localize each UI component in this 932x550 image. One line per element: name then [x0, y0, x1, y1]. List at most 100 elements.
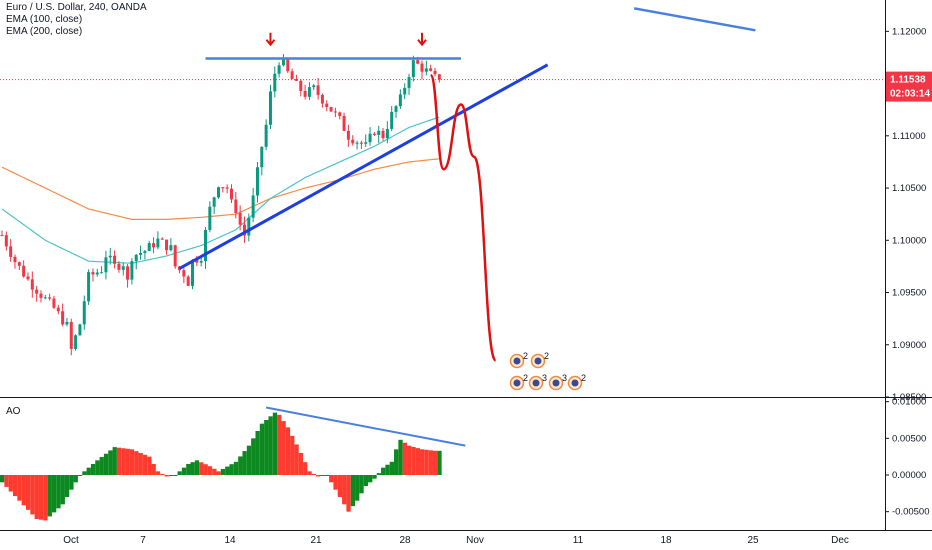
ao-bar	[337, 475, 343, 497]
ao-bar	[437, 450, 442, 475]
candle-body	[134, 254, 138, 262]
ao-bar	[251, 438, 256, 475]
event-marker[interactable]: 2	[567, 373, 587, 391]
candle-body	[242, 224, 246, 236]
candle-body	[48, 297, 52, 299]
candle-body	[30, 279, 34, 290]
candle-body	[238, 212, 242, 225]
ao-bar	[12, 475, 18, 497]
candle-body	[61, 311, 65, 325]
support-trend-line[interactable]	[178, 63, 549, 270]
ao-bar	[307, 471, 312, 475]
ao-bar	[246, 445, 252, 475]
ao-bar	[376, 473, 382, 475]
ao-bar	[407, 445, 412, 475]
candle-body	[364, 142, 368, 144]
ao-bar	[220, 468, 226, 475]
ao-bar	[99, 457, 104, 475]
candle-body	[26, 276, 30, 280]
ao-divergence-line[interactable]	[265, 406, 466, 447]
event-marker[interactable]: 2	[509, 373, 529, 391]
candle-body	[113, 255, 117, 264]
legend-ao[interactable]: AO	[6, 406, 21, 417]
grid	[0, 0, 932, 531]
axes: 1.120001.115001.110001.105001.100001.095…	[63, 26, 932, 546]
event-marker[interactable]: 3	[548, 373, 568, 391]
ao-y-tick-label: -0.00500	[892, 507, 930, 518]
candles	[0, 54, 885, 356]
ao-bar	[355, 475, 360, 501]
candle-body	[173, 245, 177, 267]
y-tick-label: 1.09000	[892, 340, 926, 351]
ao-bar	[359, 475, 364, 494]
y-tick-label: 1.11000	[892, 131, 926, 142]
candle-body	[359, 142, 363, 144]
candle-body	[104, 257, 108, 273]
ao-bar	[277, 414, 282, 475]
candle-body	[333, 111, 337, 113]
ao-bar	[0, 475, 5, 483]
ao-bar	[73, 475, 78, 483]
candle-body	[169, 245, 173, 251]
ao-bar	[272, 412, 278, 475]
ao-bar	[142, 454, 148, 475]
ao-bar	[316, 475, 321, 477]
candle-body	[117, 263, 121, 270]
ao-bar	[216, 471, 221, 475]
legend-symbol[interactable]: Euro / U.S. Dollar, 240, OANDA	[6, 2, 147, 13]
candle-body	[372, 133, 376, 135]
x-tick-label: 28	[399, 535, 411, 546]
event-count: 3	[562, 373, 567, 383]
candle-body	[87, 272, 91, 302]
economic-events[interactable]: 2 2 2 3 3 2	[509, 351, 587, 391]
ema100-curve	[1, 116, 440, 264]
candle-body	[281, 59, 285, 66]
ao-bar	[281, 421, 286, 475]
event-marker[interactable]: 2	[530, 351, 550, 369]
trend-line-top-right[interactable]	[633, 7, 756, 32]
x-tick-label: 14	[224, 535, 236, 546]
ao-bar	[90, 464, 96, 475]
event-count: 2	[523, 351, 528, 361]
event-marker[interactable]: 2	[509, 351, 529, 369]
ao-bar	[77, 475, 83, 476]
candle-body	[325, 103, 329, 108]
legend: Euro / U.S. Dollar, 240, OANDA EMA (100,…	[6, 2, 147, 38]
ao-bar	[346, 475, 351, 512]
event-marker[interactable]: 3	[528, 373, 548, 391]
flag-icon-center	[513, 379, 521, 387]
ao-bar	[186, 464, 191, 475]
candle-body	[381, 130, 385, 139]
y-tick-label: 1.08500	[892, 392, 926, 403]
ao-bar	[147, 456, 152, 475]
candle-body	[437, 74, 441, 80]
candle-body	[204, 229, 208, 262]
candle-body	[22, 265, 26, 277]
ao-bar	[238, 456, 243, 475]
y-tick-label: 1.10000	[892, 235, 926, 246]
ao-bar	[199, 462, 204, 475]
candle-body	[390, 111, 394, 129]
legend-ema200[interactable]: EMA (200, close)	[6, 26, 83, 37]
ao-bar	[242, 451, 247, 475]
legend-ema100[interactable]: EMA (100, close)	[6, 14, 83, 25]
candle-body	[91, 272, 95, 275]
projection-path[interactable]	[429, 73, 497, 362]
ao-bar	[333, 475, 338, 490]
x-tick-label: Oct	[63, 535, 79, 546]
ao-bar	[415, 448, 420, 475]
drawings[interactable]	[178, 7, 756, 447]
ao-bar	[51, 475, 57, 513]
event-count: 2	[544, 351, 549, 361]
candle-body	[260, 146, 264, 168]
ao-bar	[116, 447, 122, 475]
event-count: 2	[581, 373, 586, 383]
ao-bar	[155, 471, 161, 475]
candle-body	[351, 139, 355, 144]
ao-bar	[138, 453, 143, 475]
ao-bar	[47, 475, 52, 517]
x-tick-label: 25	[747, 535, 759, 546]
ao-bar	[424, 449, 429, 475]
ao-bar	[43, 475, 48, 521]
